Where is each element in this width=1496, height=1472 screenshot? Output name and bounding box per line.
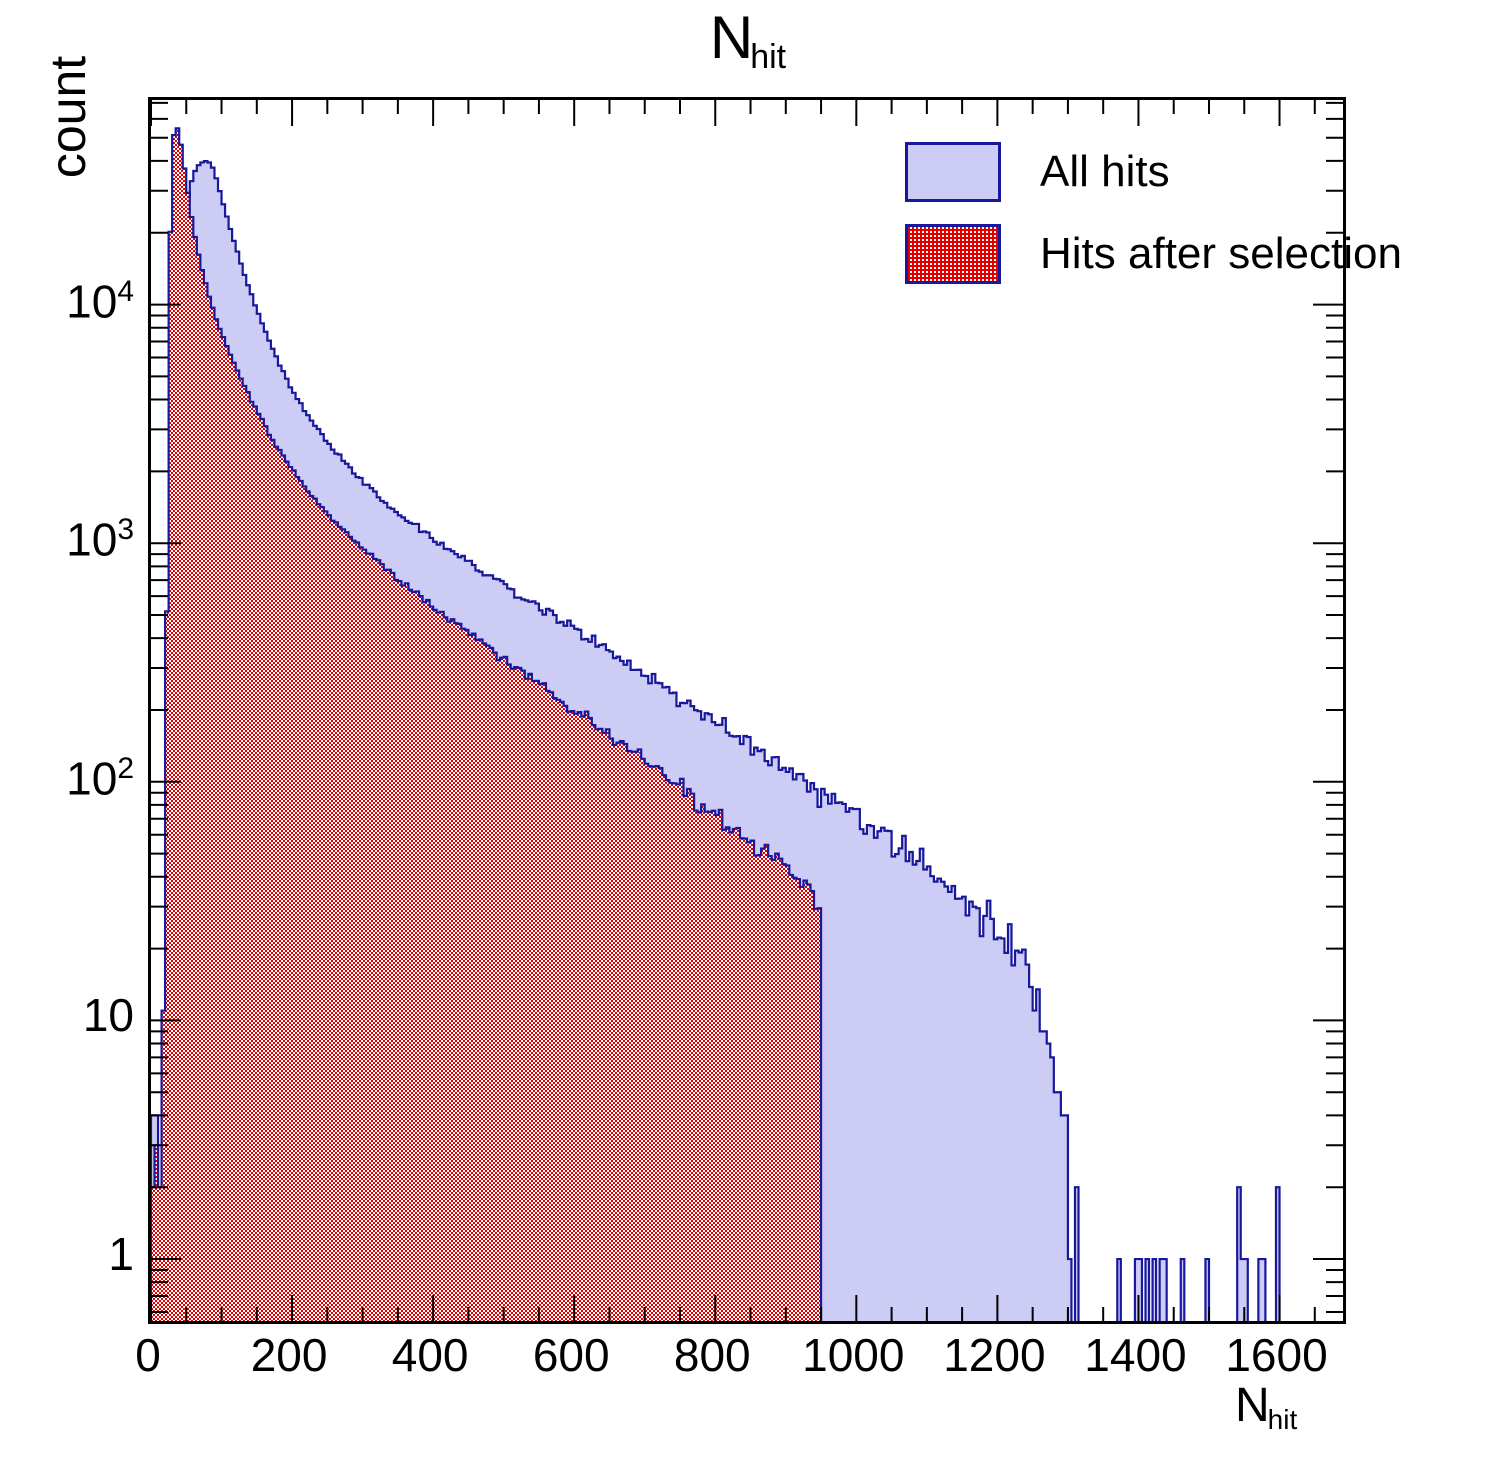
x-tick-label: 800	[673, 1329, 751, 1381]
legend: All hits Hits after selection	[905, 140, 1402, 290]
series-hits-after-selection	[151, 127, 823, 1321]
y-axis-title: count	[40, 55, 96, 179]
x-tick-label: 1600	[1225, 1329, 1328, 1381]
legend-label-all-hits: All hits	[1040, 147, 1170, 196]
legend-item-hits-after-selection: Hits after selection	[905, 222, 1402, 288]
y-tick-label: 104	[66, 274, 134, 327]
axis-ticks	[151, 100, 1343, 1321]
x-axis-title-sub: hit	[1267, 1404, 1298, 1435]
legend-swatch-all-hits	[905, 142, 1001, 202]
plot-area	[151, 100, 1343, 1321]
x-tick-label: 1000	[802, 1329, 905, 1381]
histogram-canvas	[151, 100, 1343, 1321]
legend-swatch-hits-after-selection	[905, 224, 1001, 284]
y-tick-label: 102	[66, 751, 134, 805]
plot-title-sub: hit	[750, 38, 787, 76]
y-tick-label: 103	[66, 513, 134, 566]
x-tick-label: 1400	[1084, 1329, 1187, 1381]
x-tick-label: 1200	[943, 1329, 1046, 1381]
y-tick-label: 10	[82, 989, 134, 1042]
x-axis-title-base: N	[1235, 1379, 1270, 1432]
x-tick-label: 0	[135, 1329, 161, 1381]
x-tick-label: 200	[250, 1329, 328, 1381]
x-axis-title: Nhit	[1235, 1382, 1297, 1434]
legend-label-hits-after-selection: Hits after selection	[1040, 229, 1402, 278]
x-tick-label: 600	[532, 1329, 610, 1381]
y-tick-label: 1	[108, 1228, 134, 1281]
page-title: Nhit	[0, 8, 1496, 76]
legend-item-all-hits: All hits	[905, 140, 1295, 206]
plot-frame	[148, 97, 1346, 1324]
plot-title-base: N	[709, 4, 754, 71]
x-tick-label: 400	[391, 1329, 469, 1381]
